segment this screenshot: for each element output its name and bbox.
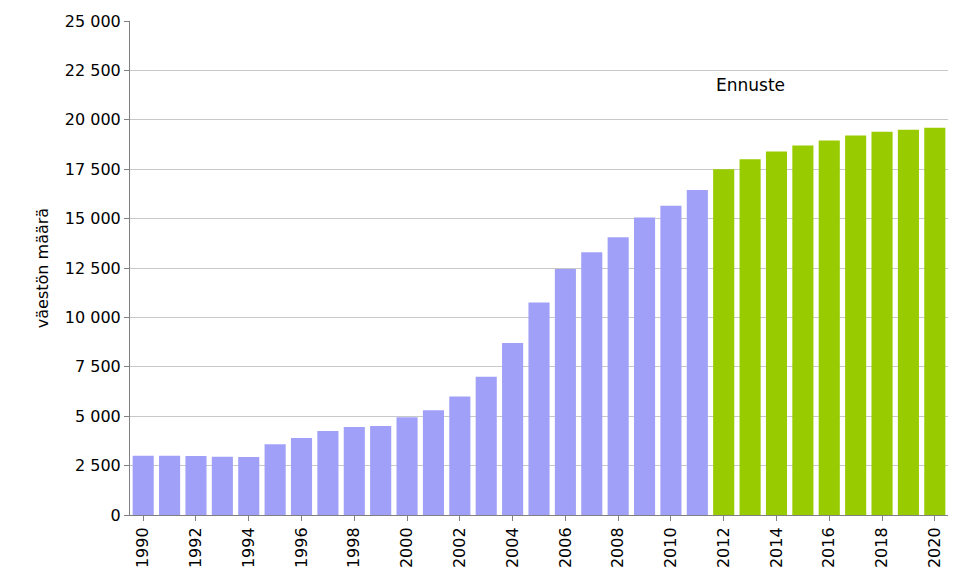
svg-text:2012: 2012 (714, 527, 733, 568)
svg-text:1992: 1992 (186, 527, 205, 568)
svg-text:2 500: 2 500 (75, 456, 121, 475)
svg-text:1996: 1996 (292, 527, 311, 568)
svg-text:5 000: 5 000 (75, 407, 121, 426)
svg-text:1998: 1998 (344, 527, 363, 568)
svg-text:väestön määrä: väestön määrä (33, 208, 52, 328)
svg-text:2002: 2002 (450, 527, 469, 568)
svg-text:1990: 1990 (133, 527, 152, 568)
svg-text:22 500: 22 500 (65, 61, 121, 80)
svg-text:2020: 2020 (925, 527, 944, 568)
svg-text:2004: 2004 (503, 527, 522, 568)
svg-text:25 000: 25 000 (65, 12, 121, 31)
svg-text:2016: 2016 (819, 527, 838, 568)
svg-text:2010: 2010 (661, 527, 680, 568)
svg-text:2014: 2014 (767, 527, 786, 568)
svg-text:Ennuste: Ennuste (716, 75, 785, 95)
svg-text:7 500: 7 500 (75, 357, 121, 376)
svg-text:2006: 2006 (556, 527, 575, 568)
svg-text:12 500: 12 500 (65, 259, 121, 278)
svg-text:2000: 2000 (397, 527, 416, 568)
svg-text:20 000: 20 000 (65, 110, 121, 129)
svg-text:1994: 1994 (239, 527, 258, 568)
svg-text:2008: 2008 (608, 527, 627, 568)
svg-text:2018: 2018 (872, 527, 891, 568)
svg-text:17 500: 17 500 (65, 160, 121, 179)
svg-text:10 000: 10 000 (65, 308, 121, 327)
svg-text:0: 0 (111, 506, 121, 525)
svg-text:15 000: 15 000 (65, 209, 121, 228)
